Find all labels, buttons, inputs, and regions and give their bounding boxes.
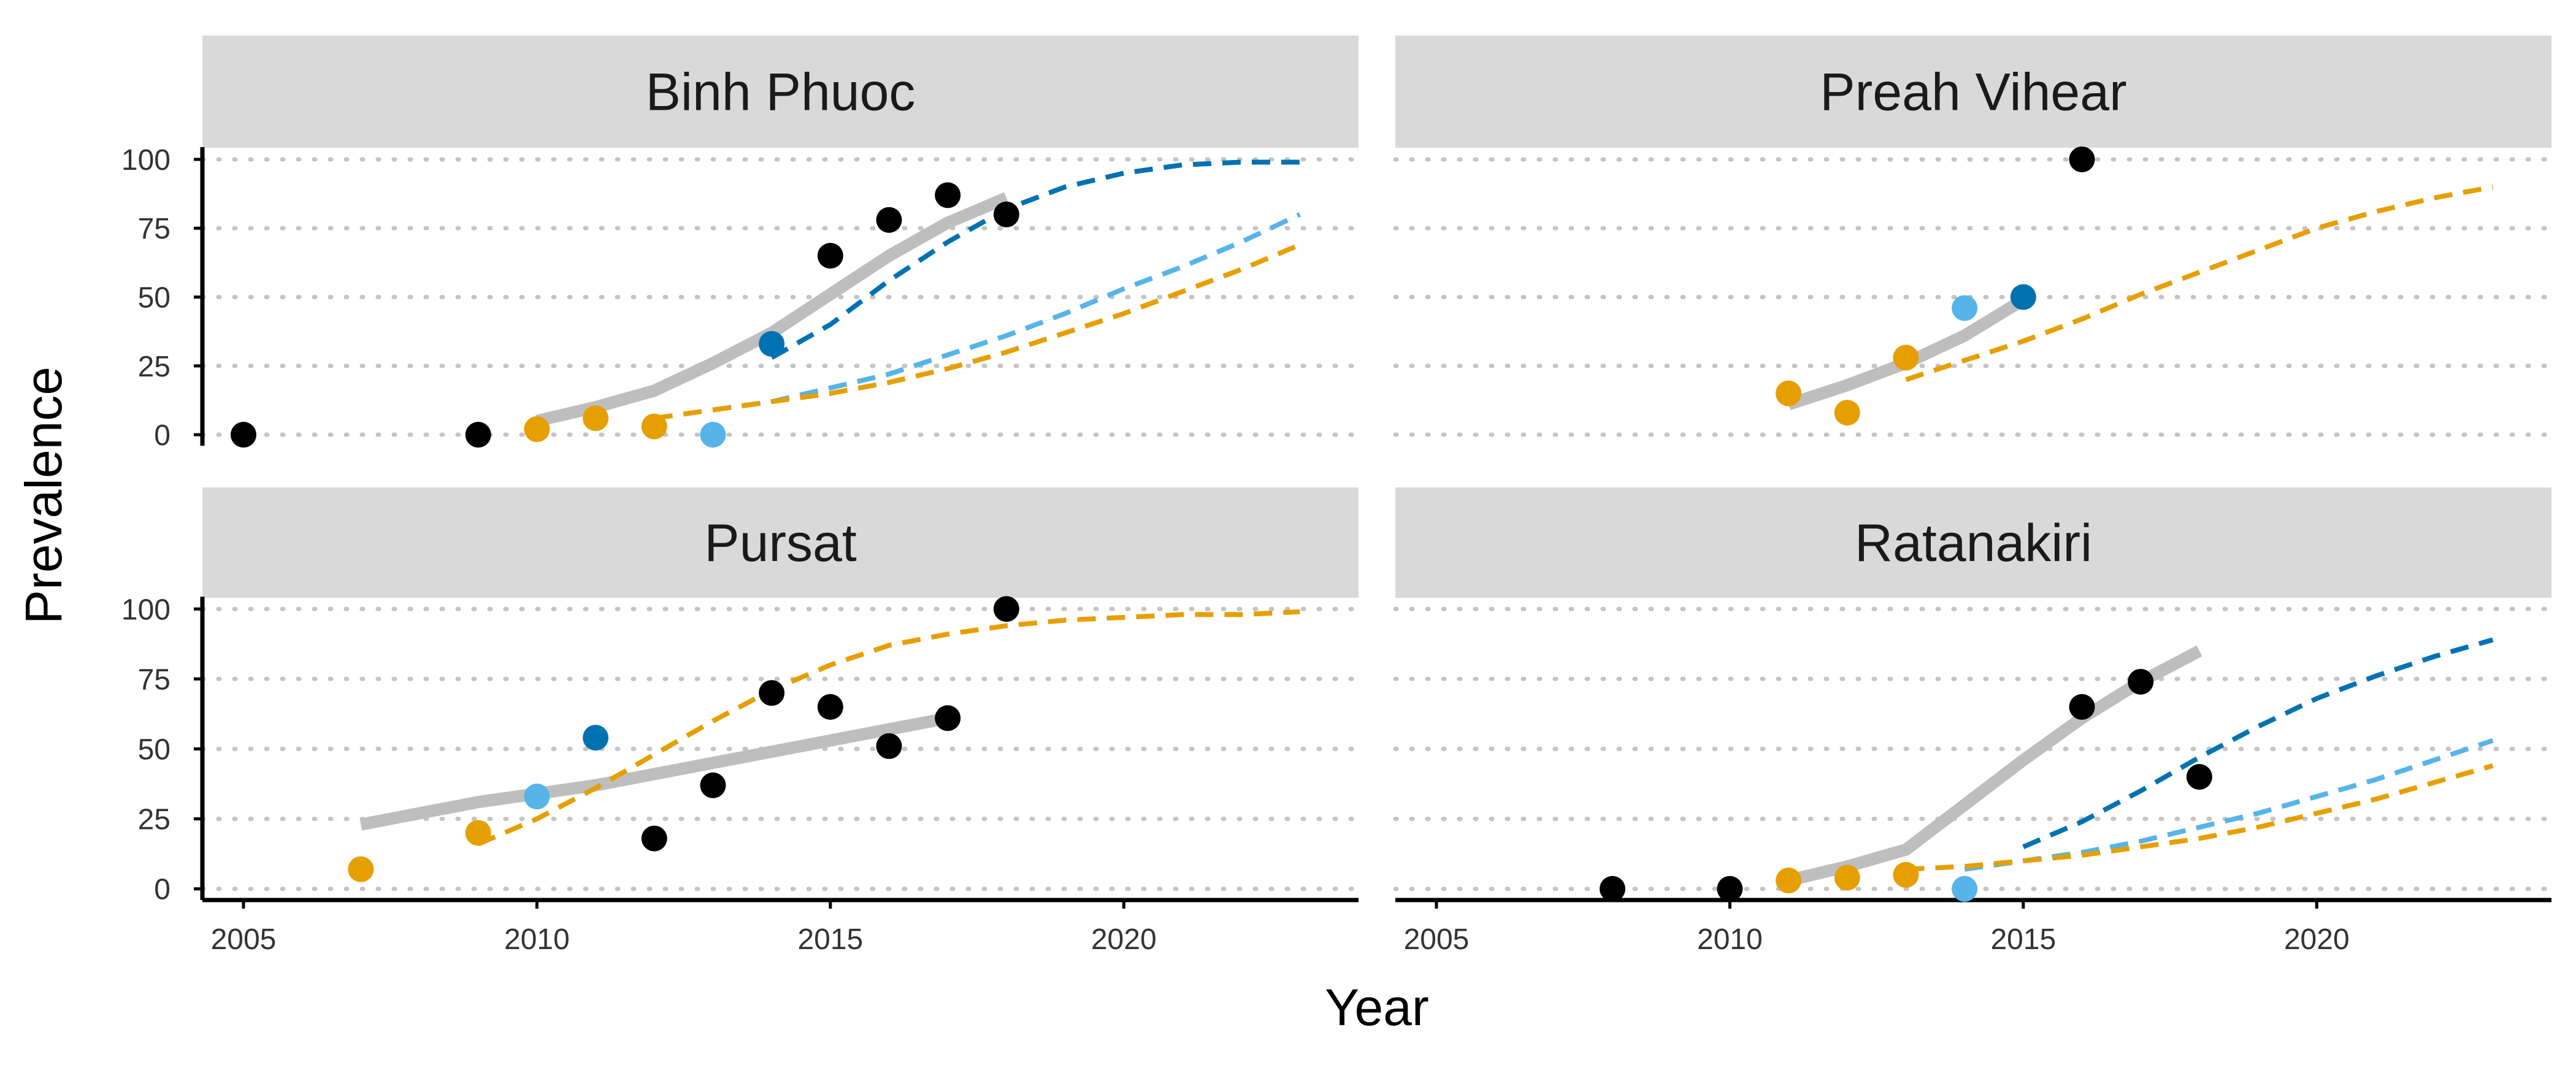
data-point [993,596,1019,622]
data-point [876,207,902,233]
data-point [2186,764,2212,790]
data-point [2128,668,2154,695]
data-point [1893,345,1919,371]
data-point [1952,876,1978,902]
data-point [1893,861,1919,888]
fit-line [359,712,949,831]
data-point [1776,380,1802,406]
y-tick-label: 75 [138,663,171,696]
y-tick-label: 25 [138,804,171,836]
data-point [759,330,785,357]
data-point [935,182,961,208]
data-point [583,405,609,432]
projection-line-sky_blue [1964,738,2494,872]
data-point [817,243,843,269]
panel-1: Preah Vihear [1393,36,2554,437]
data-point [700,422,726,448]
x-tick-label: 2005 [211,923,277,956]
data-point [524,416,550,443]
panel-strip [202,36,1359,148]
panel-0: Binh Phuoc 0 25 50 75 100 [121,36,1361,452]
data-point [759,680,785,706]
y-tick-label: 100 [121,144,171,177]
y-tick-label: 50 [138,734,171,766]
x-tick-label: 2005 [1404,923,1470,956]
projection-line-blue [2022,637,2494,849]
data-point [700,772,726,798]
data-point [2069,146,2095,172]
panel-strip [1395,487,2551,598]
data-point [583,725,609,751]
y-tick-label: 100 [121,593,171,626]
data-point [1600,876,1626,902]
x-tick-label: 2010 [1697,923,1763,956]
data-point [993,201,1019,227]
projection-line-orange [1906,763,2494,872]
data-point [230,422,256,448]
panel-title: Pursat [704,514,857,573]
projection-line-blue [770,159,1300,360]
data-point [1776,868,1802,894]
data-point [1834,400,1860,426]
panel-3: Ratanakiri 2005 2010 2015 2020 [1393,487,2554,956]
y-axis-title: Prevalence [15,367,72,624]
x-tick-label: 2020 [2284,923,2350,956]
data-point [2010,284,2036,310]
projection-line-orange [477,609,1300,847]
data-point [1717,876,1743,902]
data-point [1834,864,1860,891]
projection-line-orange [654,242,1301,421]
data-point [641,825,667,852]
y-tick-label: 75 [138,213,171,245]
panel-title: Ratanakiri [1855,514,2092,573]
x-axis-title: Year [1325,979,1429,1036]
panel-2: Pursat 0 25 50 75 100 2005 2010 2015 2020 [121,487,1361,956]
panel-title: Preah Vihear [1820,63,2126,122]
data-point [524,784,550,810]
data-point [465,820,491,846]
panel-strip [202,487,1359,598]
x-tick-label: 2010 [504,923,570,956]
panel-title: Binh Phuoc [646,63,916,122]
data-point [876,733,902,759]
panel-strip [1395,36,2551,148]
data-point [2069,694,2095,720]
x-tick-label: 2015 [797,923,863,956]
y-tick-label: 0 [154,419,171,452]
y-tick-label: 0 [154,874,171,906]
data-point [348,856,374,882]
data-point [1952,295,1978,321]
projection-line-orange [1905,184,2494,383]
x-tick-label: 2015 [1990,923,2056,956]
x-tick-label: 2020 [1091,923,1157,956]
data-point [641,413,667,440]
data-point [817,694,843,720]
fit-line [535,192,1009,427]
y-tick-label: 25 [138,351,171,383]
data-point [465,422,491,448]
projection-line-sky_blue [712,212,1301,413]
data-point [935,705,961,731]
y-tick-label: 50 [138,282,171,315]
